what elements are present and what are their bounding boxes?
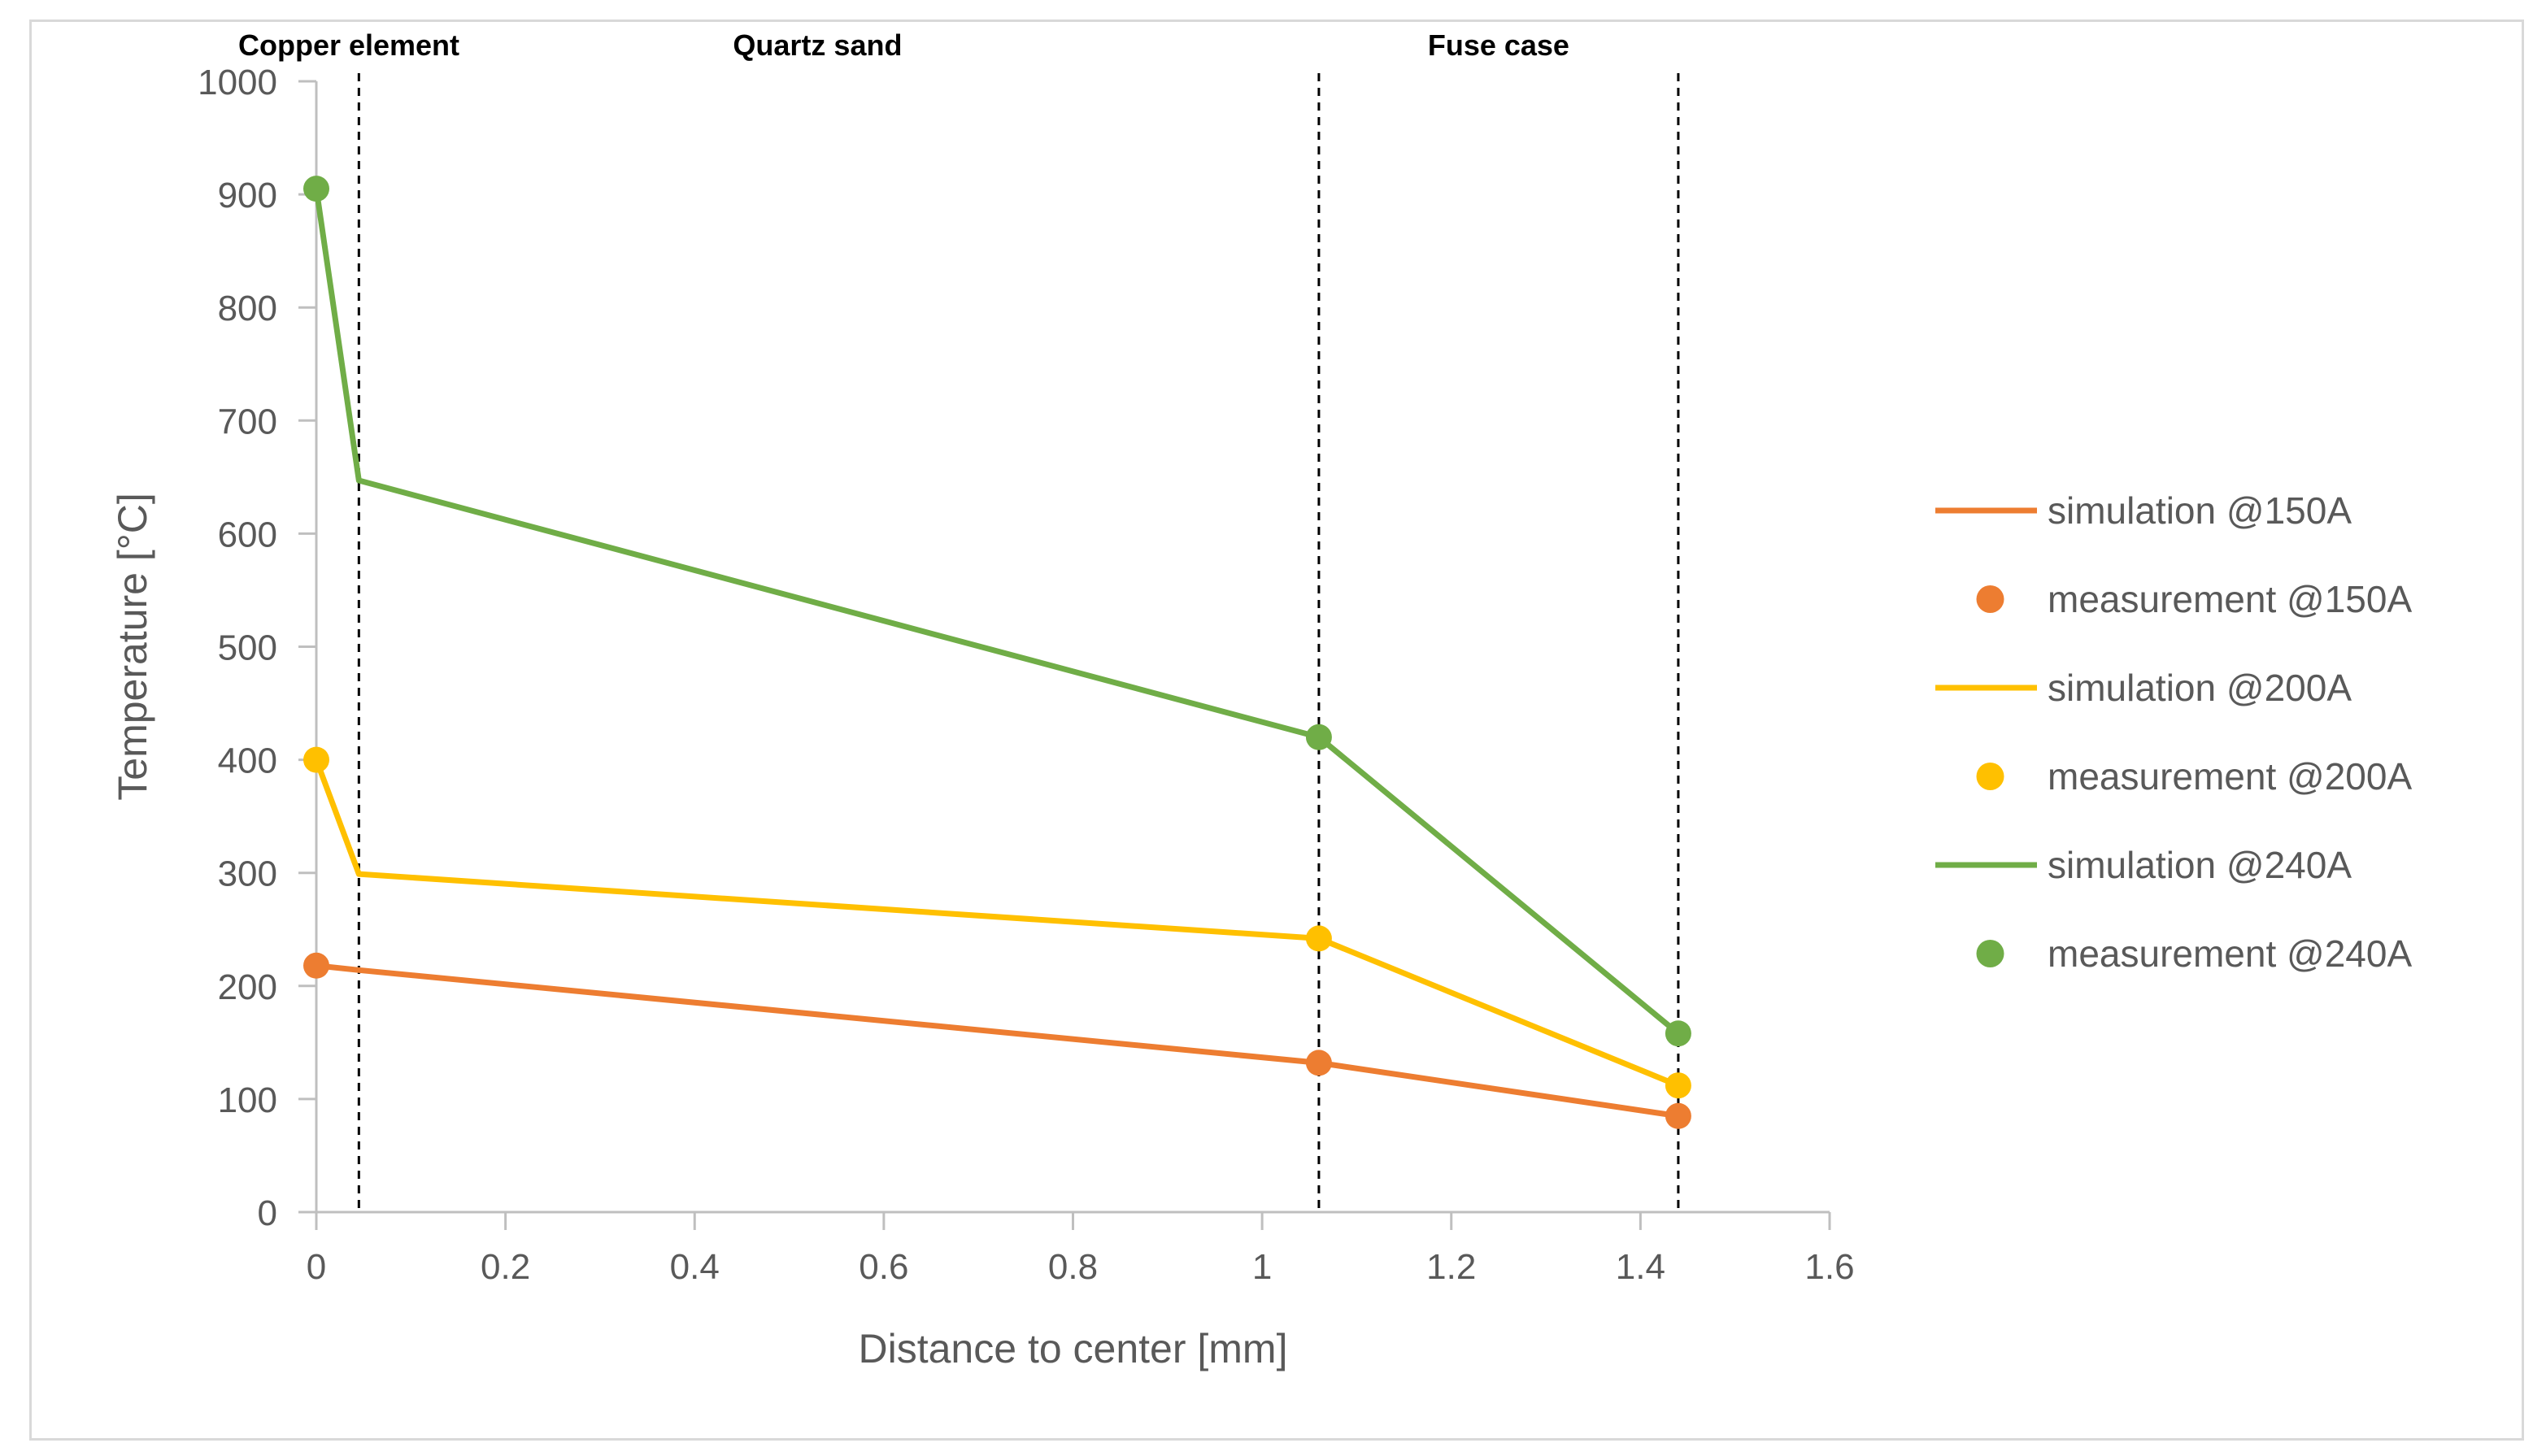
region-label-fuse-case: Fuse case <box>1428 28 1569 62</box>
y-tick-label: 600 <box>218 515 277 554</box>
legend-swatch-measurement-240a <box>1976 940 2004 967</box>
y-axis-title: Temperature [°C] <box>110 493 155 800</box>
data-point-measurement-240a <box>1665 1020 1691 1047</box>
legend-label-measurement-240a: measurement @240A <box>2048 932 2412 975</box>
x-tick-label: 0.6 <box>859 1247 908 1287</box>
data-point-measurement-150a <box>1305 1050 1332 1076</box>
region-label-quartz-sand: Quartz sand <box>733 28 902 62</box>
legend-swatch-measurement-200a <box>1976 763 2004 790</box>
y-tick-label: 100 <box>218 1080 277 1120</box>
series-line-simulation-150a <box>316 963 1679 1119</box>
data-point-measurement-150a <box>1665 1102 1691 1129</box>
y-tick-label: 1000 <box>198 63 277 102</box>
y-tick-label: 500 <box>218 628 277 668</box>
y-tick-label: 400 <box>218 741 277 781</box>
y-tick-label: 0 <box>258 1193 277 1233</box>
x-tick-label: 1.6 <box>1804 1247 1854 1287</box>
series-line-simulation-240a <box>313 188 1681 1036</box>
chart-frame <box>29 20 2524 1441</box>
data-point-measurement-150a <box>303 952 329 979</box>
x-tick-label: 0.8 <box>1048 1247 1098 1287</box>
data-point-measurement-200a <box>1665 1072 1691 1099</box>
x-tick-label: 1.4 <box>1616 1247 1665 1287</box>
y-tick-label: 700 <box>218 402 277 441</box>
legend-label-simulation-150a: simulation @150A <box>2048 489 2352 532</box>
series-line-simulation-200a <box>313 758 1680 1089</box>
data-point-measurement-200a <box>303 746 329 773</box>
legend-label-simulation-200a: simulation @200A <box>2048 667 2352 709</box>
y-tick-label: 200 <box>218 967 277 1007</box>
y-tick-label: 300 <box>218 854 277 894</box>
y-tick-label: 900 <box>218 176 277 215</box>
legend-label-simulation-240a: simulation @240A <box>2048 844 2352 886</box>
legend-swatch-measurement-150a <box>1976 585 2004 613</box>
legend-label-measurement-200a: measurement @200A <box>2048 755 2412 798</box>
x-tick-label: 1.2 <box>1426 1247 1476 1287</box>
region-label-copper-element: Copper element <box>238 28 459 62</box>
x-tick-label: 1 <box>1252 1247 1272 1287</box>
x-axis-title: Distance to center [mm] <box>859 1326 1288 1371</box>
data-point-measurement-240a <box>1305 724 1332 750</box>
x-tick-label: 0 <box>307 1247 326 1287</box>
x-tick-label: 0.4 <box>670 1247 720 1287</box>
y-tick-label: 800 <box>218 289 277 328</box>
x-tick-label: 0.2 <box>481 1247 530 1287</box>
data-point-measurement-240a <box>303 176 329 202</box>
data-point-measurement-200a <box>1305 925 1332 952</box>
legend-label-measurement-150a: measurement @150A <box>2048 578 2412 620</box>
